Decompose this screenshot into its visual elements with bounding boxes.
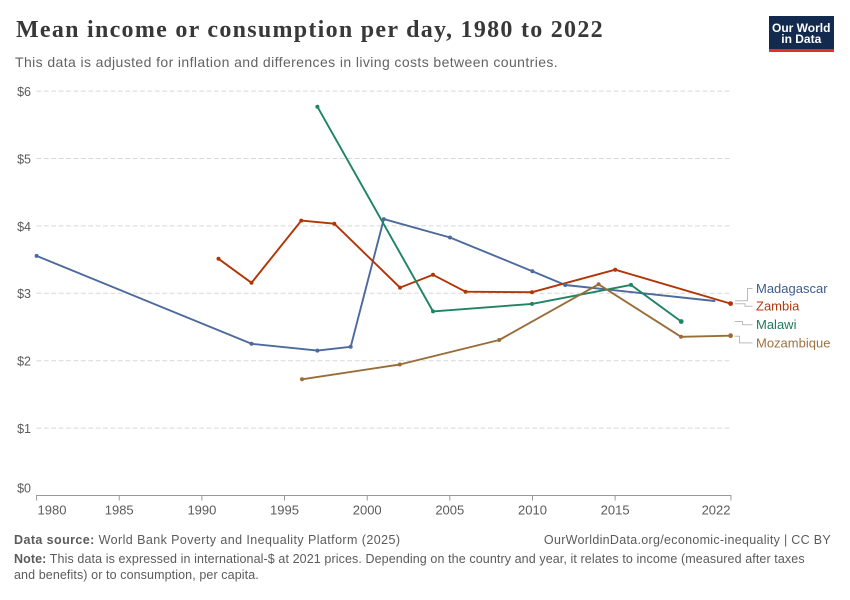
svg-text:2022: 2022 xyxy=(702,502,731,517)
svg-text:$0: $0 xyxy=(17,481,31,495)
svg-text:$5: $5 xyxy=(17,152,31,166)
svg-text:Mozambique: Mozambique xyxy=(756,336,830,351)
svg-text:2000: 2000 xyxy=(353,502,382,517)
svg-text:2005: 2005 xyxy=(435,502,464,517)
svg-text:2015: 2015 xyxy=(601,502,630,517)
svg-text:Malawi: Malawi xyxy=(756,317,797,332)
svg-text:$2: $2 xyxy=(17,355,31,369)
svg-text:Zambia: Zambia xyxy=(756,299,800,314)
svg-text:2010: 2010 xyxy=(518,502,547,517)
svg-text:$6: $6 xyxy=(17,85,31,99)
svg-text:1985: 1985 xyxy=(105,502,134,517)
svg-text:1980: 1980 xyxy=(38,502,67,517)
svg-text:$1: $1 xyxy=(17,422,31,436)
svg-text:$4: $4 xyxy=(17,220,31,234)
svg-text:Madagascar: Madagascar xyxy=(756,281,828,296)
svg-text:1995: 1995 xyxy=(270,502,299,517)
svg-text:$3: $3 xyxy=(17,287,31,301)
svg-text:1990: 1990 xyxy=(187,502,216,517)
